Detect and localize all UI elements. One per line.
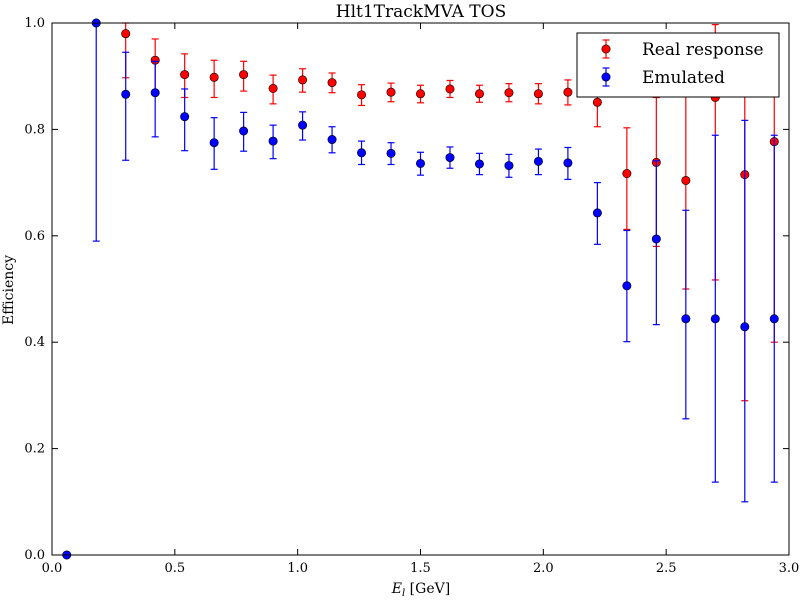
y-tick-label: 0.0 — [24, 548, 45, 563]
x-axis-label: El [GeV] — [391, 581, 450, 599]
chart-title: Hlt1TrackMVA TOS — [336, 2, 506, 22]
x-tick-label: 2.5 — [656, 561, 677, 576]
x-tick-label: 0.5 — [164, 561, 185, 576]
data-point — [239, 126, 249, 136]
y-tick-label: 0.8 — [24, 122, 45, 137]
x-axis-label-subscript: l — [402, 588, 405, 599]
data-point — [563, 158, 573, 168]
data-point — [357, 90, 367, 100]
data-point — [209, 138, 219, 148]
legend: Real response Emulated — [576, 32, 780, 98]
y-tick-label: 0.4 — [24, 335, 45, 350]
data-point — [386, 148, 396, 158]
data-point — [474, 89, 484, 99]
series-emulated — [62, 18, 779, 560]
legend-label: Emulated — [642, 68, 725, 88]
legend-entry-emulated: Emulated — [601, 67, 725, 88]
y-tick-label: 1.0 — [24, 16, 45, 31]
data-point — [504, 88, 514, 98]
data-point — [740, 322, 750, 332]
data-point — [150, 88, 160, 98]
y-tick-label: 0.6 — [24, 229, 45, 244]
data-point — [769, 314, 779, 324]
x-axis-label-unit: [GeV] — [405, 581, 450, 597]
data-point — [622, 169, 632, 179]
x-tick-label: 1.5 — [410, 561, 431, 576]
data-point — [268, 136, 278, 146]
data-point — [710, 314, 720, 324]
legend-marker — [601, 44, 611, 54]
y-axis-label: Efficiency — [1, 255, 17, 325]
x-axis-label-symbol: E — [391, 581, 402, 597]
data-series — [62, 18, 779, 560]
plot-frame — [51, 22, 790, 556]
data-point — [298, 120, 308, 130]
data-point — [327, 78, 337, 88]
data-point — [298, 75, 308, 85]
legend-entry-real-response: Real response — [601, 39, 764, 60]
legend-label: Real response — [642, 40, 764, 60]
axis-ticks: 0.0 0.5 1.0 1.5 2.0 2.5 3.0 0.0 0.2 0.4 0.6 0.8 1.0 — [24, 16, 799, 576]
data-point — [121, 29, 131, 39]
data-point — [327, 135, 337, 145]
data-point — [445, 84, 455, 94]
data-point — [592, 97, 602, 107]
legend-box — [576, 32, 780, 98]
data-point — [651, 234, 661, 244]
data-point — [121, 89, 131, 99]
data-point — [239, 70, 249, 80]
y-tick-label: 0.2 — [24, 442, 45, 457]
data-point — [474, 159, 484, 169]
data-point — [533, 89, 543, 99]
legend-marker — [601, 72, 611, 82]
x-tick-label: 1.0 — [287, 561, 308, 576]
data-point — [681, 314, 691, 324]
x-tick-label: 0.0 — [42, 561, 63, 576]
data-point — [357, 148, 367, 158]
data-point — [180, 112, 190, 122]
data-point — [681, 175, 691, 185]
data-point — [209, 72, 219, 82]
data-point — [563, 87, 573, 97]
data-point — [445, 153, 455, 163]
data-point — [592, 208, 602, 218]
data-point — [268, 83, 278, 93]
data-point — [415, 158, 425, 168]
data-point — [622, 281, 632, 291]
data-point — [180, 70, 190, 80]
data-point — [386, 87, 396, 97]
data-point — [504, 161, 514, 171]
data-point — [415, 89, 425, 99]
x-tick-label: 2.0 — [533, 561, 554, 576]
x-tick-label: 3.0 — [779, 561, 800, 576]
data-point — [533, 156, 543, 166]
